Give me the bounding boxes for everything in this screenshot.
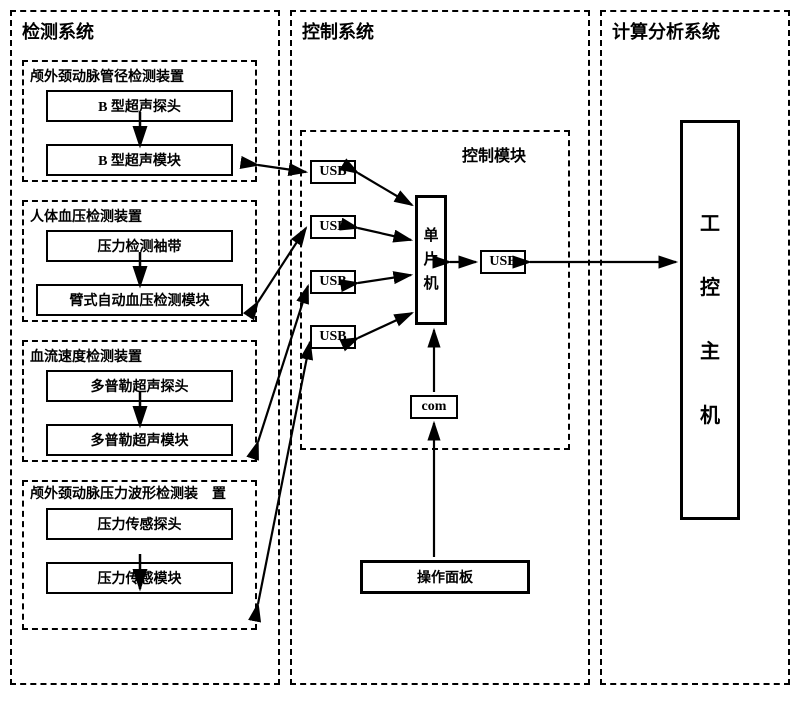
usb-1: USB: [310, 160, 356, 184]
usb-4: USB: [310, 325, 356, 349]
device-2: 人体血压检测装置 压力检测袖带 臂式自动血压检测模块: [22, 200, 257, 322]
host-char3: 主: [700, 320, 720, 384]
mcu-char1: 单: [423, 224, 438, 248]
control-module-label: 控制模块: [462, 142, 526, 166]
device-4-sub1: 压力传感探头: [46, 508, 233, 540]
usb-5: USB: [480, 250, 526, 274]
device-4: 颅外颈动脉压力波形检测装 置 压力传感探头 压力传感模块: [22, 480, 257, 630]
device-4-sub2: 压力传感模块: [46, 562, 233, 594]
device-3-title: 血流速度检测装置: [30, 346, 249, 366]
mcu: 单 片 机: [415, 195, 447, 325]
device-2-sub2: 臂式自动血压检测模块: [36, 284, 243, 316]
host-char4: 机: [700, 384, 720, 448]
host-char1: 工: [700, 192, 720, 256]
device-2-title: 人体血压检测装置: [30, 206, 249, 226]
col-detect-title: 检测系统: [22, 18, 94, 44]
host-char2: 控: [700, 256, 720, 320]
mcu-char2: 片: [423, 248, 438, 272]
device-1: 颅外颈动脉管径检测装置 B 型超声探头 B 型超声模块: [22, 60, 257, 182]
col-control-title: 控制系统: [302, 18, 374, 44]
usb-2: USB: [310, 215, 356, 239]
device-3-sub1: 多普勒超声探头: [46, 370, 233, 402]
device-2-sub1: 压力检测袖带: [46, 230, 233, 262]
industrial-host: 工 控 主 机: [680, 120, 740, 520]
device-1-sub2: B 型超声模块: [46, 144, 233, 176]
operation-panel: 操作面板: [360, 560, 530, 594]
col-analysis-title: 计算分析系统: [612, 18, 720, 44]
com-box: com: [410, 395, 458, 419]
mcu-char3: 机: [423, 272, 438, 296]
device-1-sub1: B 型超声探头: [46, 90, 233, 122]
device-1-title: 颅外颈动脉管径检测装置: [30, 66, 249, 86]
diagram-canvas: 检测系统 控制系统 计算分析系统 颅外颈动脉管径检测装置 B 型超声探头 B 型…: [0, 0, 800, 702]
device-4-title: 颅外颈动脉压力波形检测装 置: [30, 486, 249, 504]
device-3-sub2: 多普勒超声模块: [46, 424, 233, 456]
usb-3: USB: [310, 270, 356, 294]
device-3: 血流速度检测装置 多普勒超声探头 多普勒超声模块: [22, 340, 257, 462]
